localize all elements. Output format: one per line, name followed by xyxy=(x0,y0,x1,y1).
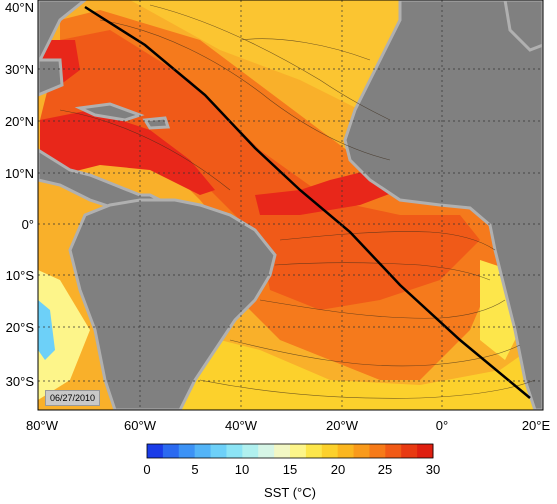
lat-label-30s: 30°S xyxy=(5,374,34,389)
north-atlantic-cool xyxy=(130,0,420,110)
lat-label-20n: 20°N xyxy=(4,114,34,129)
cruise-track-line xyxy=(84,5,531,399)
lon-label-0: 0° xyxy=(435,418,449,433)
colorbar-tick-label: 15 xyxy=(282,462,298,477)
colorbar-swatch xyxy=(258,444,275,458)
contour-line xyxy=(274,262,491,281)
contour-line xyxy=(229,339,521,367)
map-frame xyxy=(37,0,544,411)
caribbean-hot-region xyxy=(40,110,215,195)
contour-line xyxy=(99,19,391,161)
colorbar-tick-label: 30 xyxy=(425,462,441,477)
graticule xyxy=(38,0,543,410)
colorbar-swatch xyxy=(417,444,434,458)
colorbar-swatch xyxy=(401,444,418,458)
colorbar-swatch xyxy=(321,444,339,458)
equatorial-hot-band xyxy=(255,170,400,215)
cuba-island xyxy=(74,102,145,122)
iberia-land xyxy=(503,0,543,52)
contour-line xyxy=(279,231,496,251)
lat-label-10n: 10°N xyxy=(4,166,34,181)
colorbar-tick-label: 10 xyxy=(234,462,250,477)
colorbar-swatch xyxy=(242,444,259,458)
lon-label-80w: 80°W xyxy=(26,418,58,433)
colorbar-swatch xyxy=(274,444,291,458)
colorbar-swatch xyxy=(369,444,386,458)
contour-line xyxy=(239,38,371,61)
lon-label-40w: 40°W xyxy=(225,418,257,433)
colorbar-swatch xyxy=(210,444,227,458)
lat-label-10s: 10°S xyxy=(5,268,34,283)
colorbar-tick-label: 0 xyxy=(143,462,151,477)
colorbar xyxy=(146,443,434,459)
south-america-land xyxy=(68,198,277,410)
lon-label-60w: 60°W xyxy=(124,418,156,433)
colorbar-swatch xyxy=(162,444,180,458)
date-stamp: 06/27/2010 xyxy=(45,390,101,406)
colorbar-swatch xyxy=(194,444,212,458)
lat-label-equator: 0° xyxy=(21,217,34,232)
lat-label-20s: 20°S xyxy=(5,320,34,335)
north-america-land xyxy=(38,0,88,62)
colorbar-swatch xyxy=(290,444,307,458)
lat-label-30n: 30°N xyxy=(4,62,34,77)
southwest-cold-water xyxy=(38,270,90,400)
colorbar-tick-label: 5 xyxy=(191,462,199,477)
colorbar-swatch xyxy=(385,444,402,458)
colorbar-swatch xyxy=(178,444,196,458)
contour-line xyxy=(259,299,506,319)
contour-line xyxy=(59,109,231,191)
lon-label-20e: 20°E xyxy=(521,418,551,433)
colorbar-swatch xyxy=(226,444,243,458)
colorbar-swatch xyxy=(353,444,370,458)
contour-line xyxy=(199,379,536,399)
southwest-cold-patch xyxy=(38,300,55,360)
africa-land xyxy=(343,0,543,410)
contour-lines xyxy=(59,4,536,399)
colorbar-title: SST (°C) xyxy=(264,485,316,500)
contour-line xyxy=(149,4,391,121)
colorbar-swatch xyxy=(337,444,355,458)
lat-label-40n: 40°N xyxy=(4,0,34,15)
hispaniola-island xyxy=(142,116,171,130)
lon-label-20w: 20°W xyxy=(326,418,358,433)
hot-water-core xyxy=(40,30,480,310)
colorbar-swatch xyxy=(305,444,323,458)
colorbar-swatch xyxy=(147,444,164,458)
colorbar-tick-label: 20 xyxy=(330,462,346,477)
colorbar-frame xyxy=(146,443,434,459)
land-layer xyxy=(38,0,543,410)
colorbar-tick-label: 25 xyxy=(377,462,393,477)
map-body xyxy=(38,0,543,410)
